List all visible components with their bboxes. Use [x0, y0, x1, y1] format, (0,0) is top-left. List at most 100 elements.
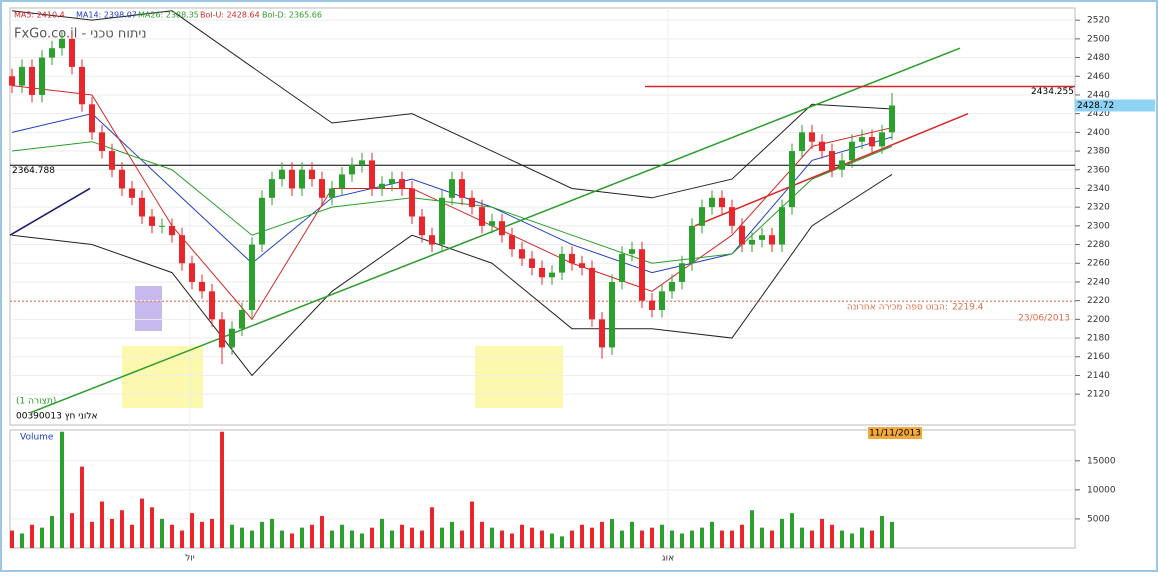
level-label: 2364.788 — [12, 166, 55, 176]
candle-body — [99, 132, 105, 152]
y-tick-label: 2300 — [1087, 221, 1110, 231]
price-tag-bg — [1075, 99, 1155, 112]
volume-bar — [150, 507, 154, 548]
instrument: 00390013 אלוני חץ — [16, 412, 97, 422]
volume-bar — [590, 527, 594, 548]
volume-bar — [420, 530, 424, 548]
y-tick-label: 2420 — [1087, 109, 1110, 119]
candle-body — [419, 216, 425, 236]
volume-bar — [430, 507, 434, 548]
volume-bar — [10, 530, 14, 548]
trend-line — [9, 187, 91, 236]
candle-body — [409, 188, 415, 217]
trend-line — [29, 47, 961, 414]
candle-body — [539, 267, 545, 278]
candle-body — [349, 165, 355, 175]
candle-body — [809, 132, 815, 142]
volume-bar — [570, 530, 574, 548]
x-tick-label: יול — [185, 554, 195, 564]
candle-body — [79, 66, 85, 105]
volume-title: Volume — [20, 433, 54, 443]
candle-body — [469, 197, 475, 208]
volume-bar — [360, 533, 364, 548]
candle-body — [509, 235, 515, 250]
candle-body — [19, 66, 25, 86]
candle-body — [9, 76, 15, 86]
x-tick-label: אוג — [662, 554, 674, 564]
candle-body — [119, 169, 125, 189]
candle-body — [599, 319, 605, 348]
volume-bar — [240, 527, 244, 548]
volume-bar — [120, 510, 124, 548]
y-tick-label: 2200 — [1087, 315, 1110, 325]
volume-bar — [830, 524, 834, 548]
pattern-box — [135, 286, 162, 331]
candle-body — [359, 160, 365, 166]
watermark: FxGo.co.il - ניתוח טכני — [14, 27, 147, 42]
candle-body — [149, 216, 155, 226]
support-date: 23/06/2013 — [1018, 314, 1070, 324]
candle-body — [629, 249, 635, 254]
candle-body — [749, 239, 755, 245]
volume-bar — [810, 530, 814, 548]
volume-bar — [520, 524, 524, 548]
volume-bar — [730, 530, 734, 548]
volume-bar — [20, 533, 24, 548]
volume-bar — [890, 521, 894, 548]
candle-body — [49, 48, 55, 58]
price-tag: 2428.72 — [1077, 101, 1114, 111]
volume-bar — [780, 518, 784, 548]
candle-body — [799, 132, 805, 152]
volume-bar — [310, 524, 314, 548]
volume-bar — [230, 524, 234, 548]
volume-bar — [340, 524, 344, 548]
candle-body — [429, 235, 435, 245]
volume-bar — [80, 466, 84, 548]
volume-bar — [710, 521, 714, 548]
highlight-box — [475, 346, 563, 408]
candle-body — [459, 179, 465, 198]
y-tick-label: 2460 — [1087, 72, 1110, 82]
volume-bar — [760, 527, 764, 548]
candle-body — [129, 188, 135, 198]
volume-bar — [860, 527, 864, 548]
volume-bar — [550, 533, 554, 548]
candle-body — [479, 207, 485, 226]
candle-body — [499, 221, 505, 236]
y-tick-label: 2140 — [1087, 371, 1110, 381]
y-tick-label: 2180 — [1087, 334, 1110, 344]
candle-body — [449, 179, 455, 198]
candle-body — [109, 151, 115, 170]
candle-body — [369, 160, 375, 189]
candle-body — [399, 179, 405, 189]
volume-bar — [100, 501, 104, 548]
legend-entry: Bol-U: 2428.64 — [200, 11, 260, 20]
candle-body — [339, 174, 345, 189]
candle-body — [829, 151, 835, 170]
candle-body — [839, 160, 845, 170]
volume-bar — [840, 530, 844, 548]
y-tick-label: 2360 — [1087, 165, 1110, 175]
candle-body — [569, 253, 575, 264]
volume-bar — [450, 521, 454, 548]
candle-body — [89, 104, 95, 133]
candle-body — [249, 244, 255, 310]
volume-bar — [260, 521, 264, 548]
candle-body — [139, 197, 145, 217]
resistance-label: 2434.255 — [1031, 87, 1074, 97]
candle-body — [269, 179, 275, 198]
volume-bar — [270, 518, 274, 548]
volume-bar — [380, 518, 384, 548]
indicator-line — [11, 10, 893, 199]
volume-bar — [290, 533, 294, 548]
volume-bar — [700, 527, 704, 548]
volume-bar — [180, 530, 184, 548]
candle-body — [159, 225, 165, 227]
volume-bar — [300, 527, 304, 548]
y-tick-label: 2320 — [1087, 203, 1110, 213]
candle-body — [489, 221, 495, 226]
volume-bar — [530, 527, 534, 548]
candle-body — [319, 179, 325, 198]
volume-bar — [740, 524, 744, 548]
support-text: הבוט ספה מכירה אחרונה: — [847, 303, 948, 313]
